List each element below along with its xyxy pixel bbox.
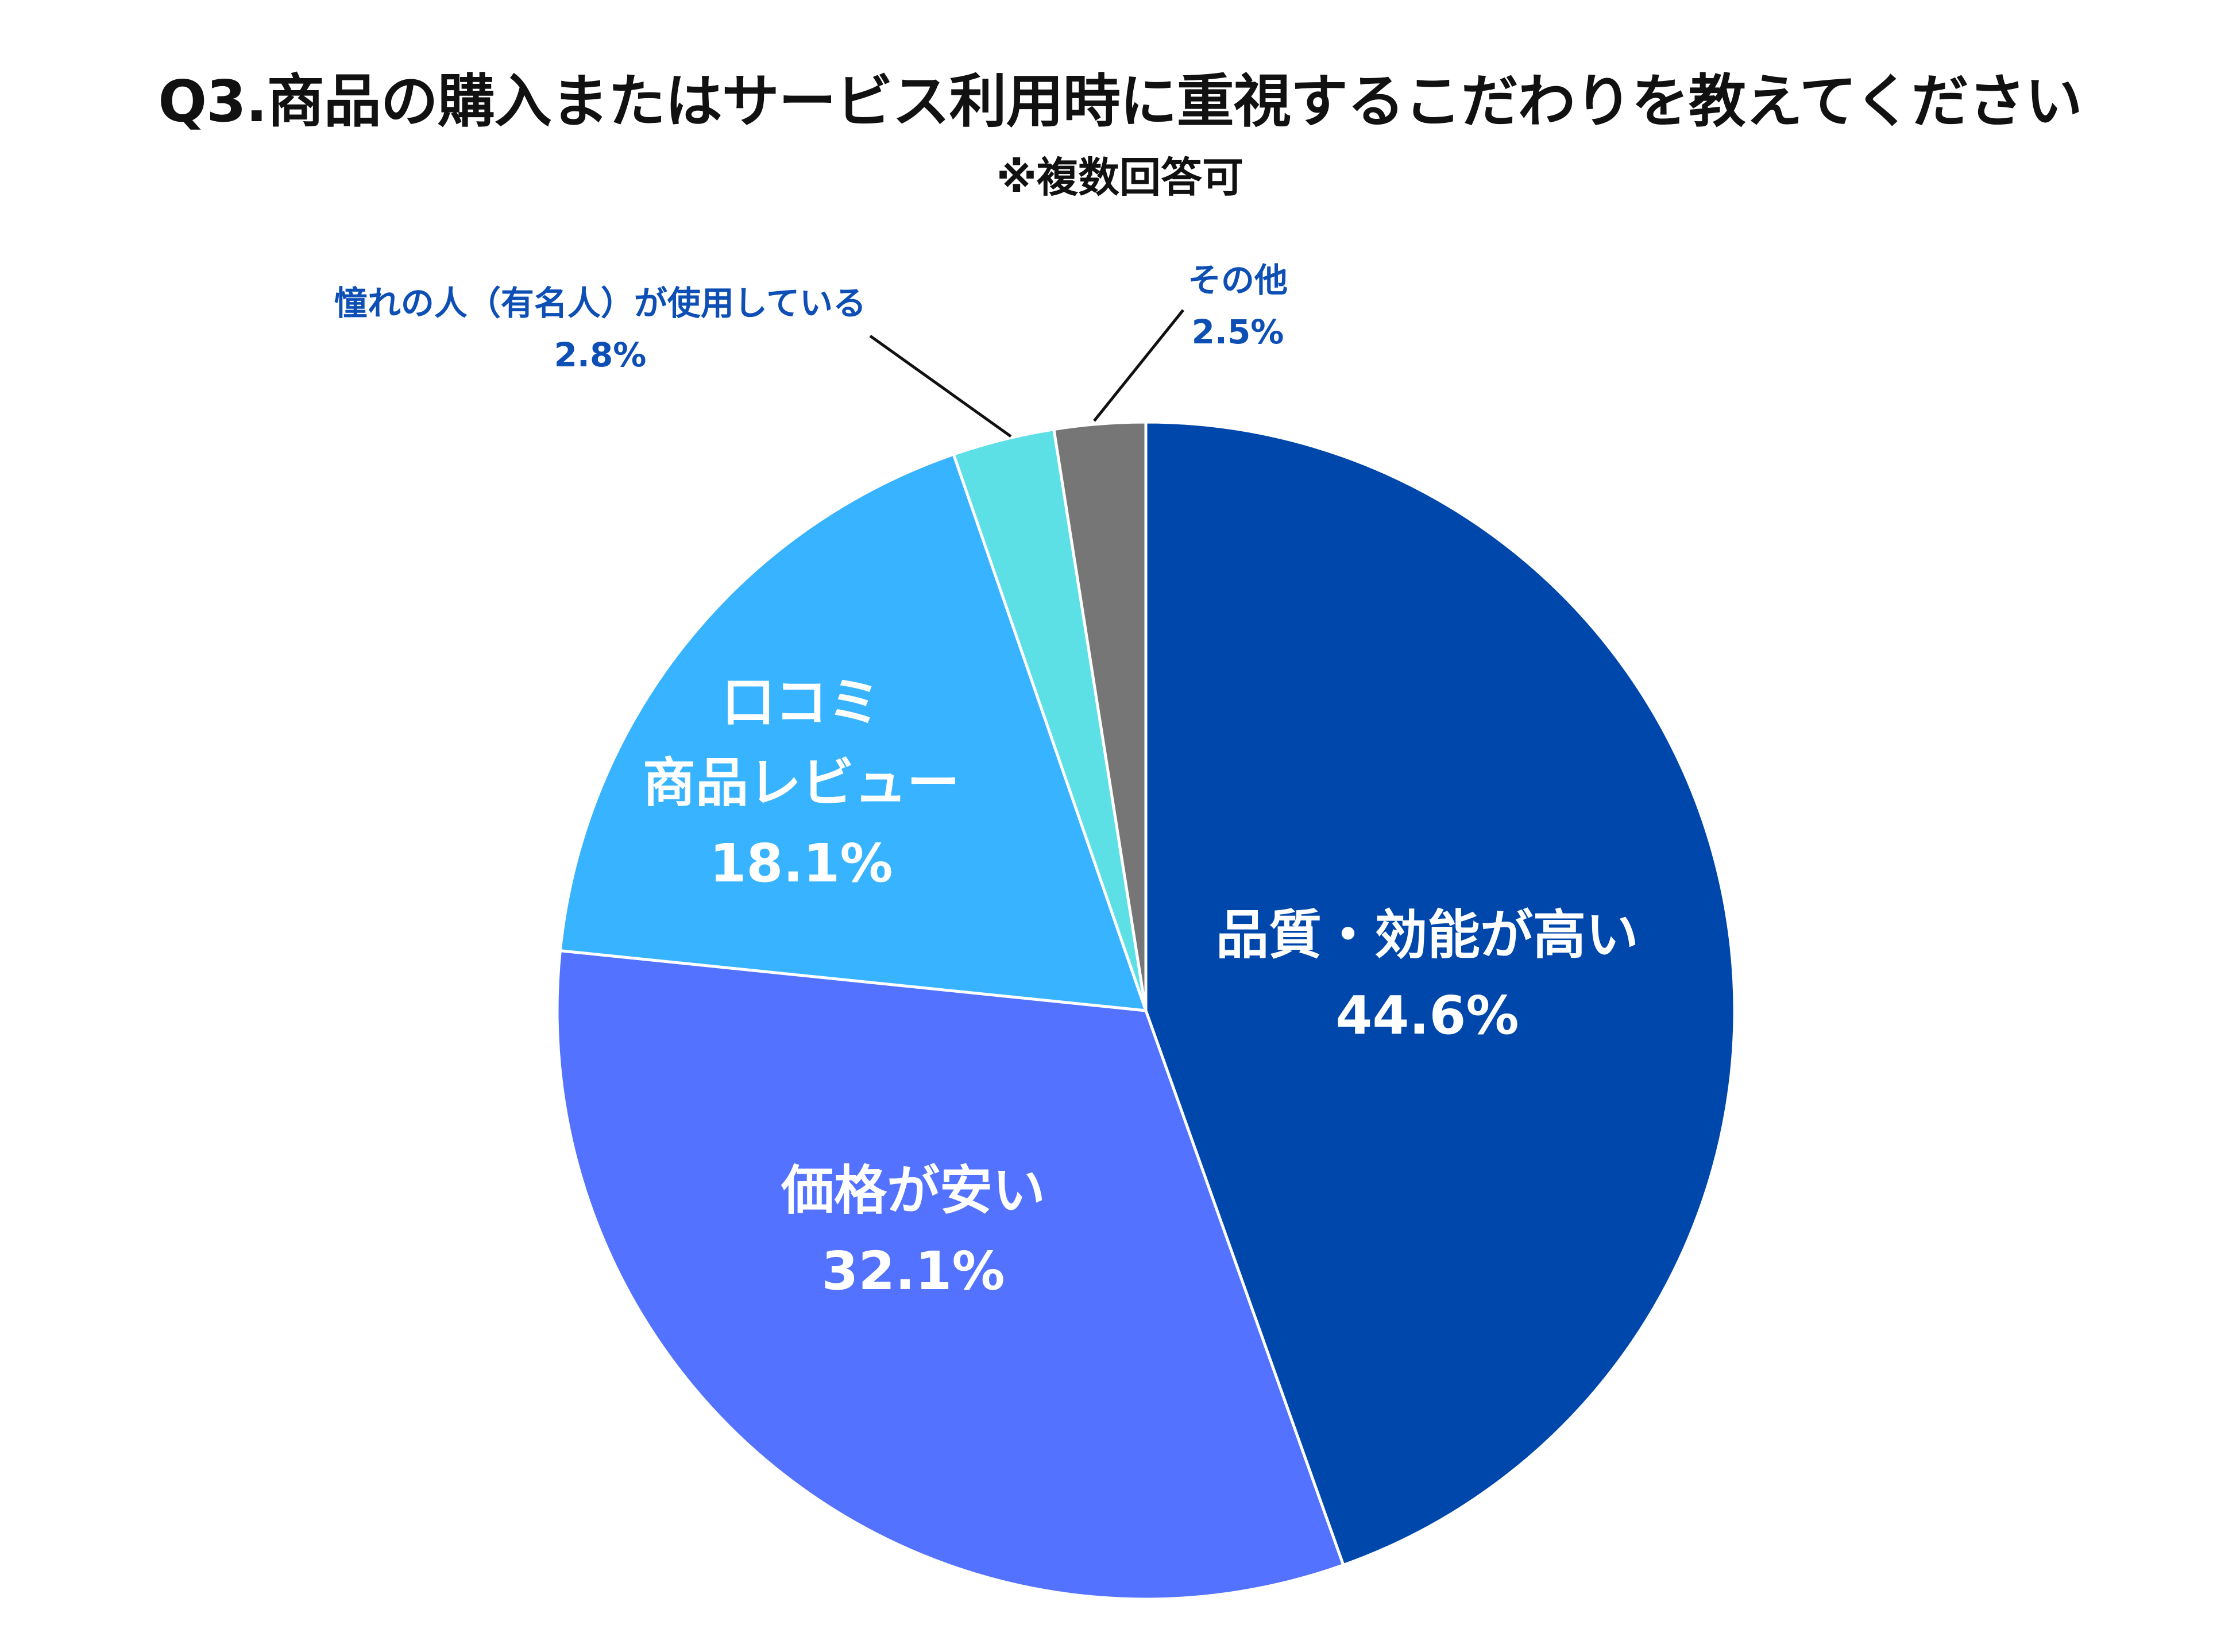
slice-name-label-1: 価格が安い <box>781 1160 1045 1221</box>
chart-subtitle: ※複数回答可 <box>997 153 1243 202</box>
slice-name-label-4: その他 <box>1188 261 1288 300</box>
chart-title: Q3.商品の購入またはサービス利用時に重視するこだわりを教えてください <box>158 68 2083 135</box>
slice-name-label-2: 口コミ <box>722 672 880 733</box>
leader-line-4 <box>1093 309 1184 422</box>
slice-name-label-0: 品質・効能が高い <box>1216 904 1639 966</box>
pie-slice-0 <box>1144 420 1736 1567</box>
slice-name-label-3: 憧れの人（有名人）が使用している <box>334 284 866 323</box>
slice-value-label-4: 2.5% <box>1192 312 1284 351</box>
pie-slices <box>555 420 1736 1601</box>
leader-line-3 <box>869 334 1012 438</box>
pie-slice-2 <box>558 452 1148 1012</box>
slice-name-label-2: 商品レビュー <box>643 752 960 814</box>
slice-value-label-0: 44.6% <box>1335 985 1519 1046</box>
slice-value-label-3: 2.8% <box>554 335 647 374</box>
slice-value-label-2: 18.1% <box>709 833 893 894</box>
leader-lines <box>869 309 1184 438</box>
slice-value-label-1: 32.1% <box>821 1240 1005 1302</box>
pie-slice-4 <box>1052 420 1148 1012</box>
pie-slice-1 <box>555 949 1345 1601</box>
